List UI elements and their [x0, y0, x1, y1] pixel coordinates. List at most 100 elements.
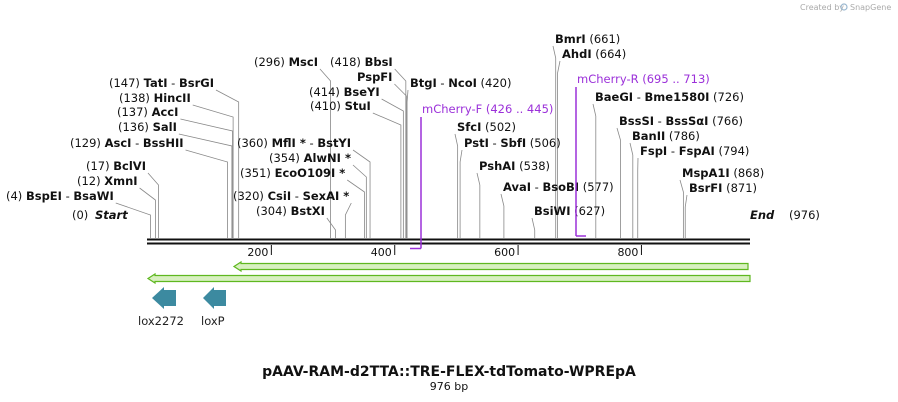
snapgene-logo-icon	[840, 3, 848, 11]
ruler-ticks: 200 400 600 800	[247, 245, 642, 259]
enzyme-cut-line	[178, 133, 233, 238]
enzyme-cut-line	[454, 133, 459, 238]
map-title: pAAV-RAM-d2TTA::TRE-FLEX-tdTomato-WPREpA	[262, 364, 636, 380]
enzyme-label: FspI - FspAI (794)	[640, 144, 749, 158]
enzyme-label-text: (354) AlwNI *	[269, 151, 351, 165]
enzyme-label-text: (320) CsiI - SexAI *	[233, 189, 349, 203]
enzyme-label: (138) HincII	[119, 91, 191, 105]
enzyme-label: BssSI - BssSαI (766)	[619, 114, 743, 128]
enzyme-label: (354) AlwNI *	[269, 151, 351, 165]
enzyme-label-text: (410) StuI	[310, 99, 371, 113]
enzyme-label: (137) AccI	[117, 105, 178, 119]
enzyme-label: (136) SalI	[118, 120, 177, 134]
primer-label: mCherry-F (426 .. 445)	[422, 102, 553, 116]
enzyme-cut-line	[319, 68, 331, 238]
enzyme-label: (410) StuI	[310, 99, 371, 113]
enzyme-label: BsrFI (871)	[689, 181, 757, 195]
enzyme-label-text: BtgI - NcoI (420)	[410, 76, 511, 90]
enzyme-cut-line	[115, 202, 151, 238]
enzyme-label-text: PstI - SbfI (506)	[464, 136, 561, 150]
orf-arrow-long	[146, 272, 751, 285]
enzyme-label-text: (304) BstXI	[256, 204, 325, 218]
enzyme-cut-line	[147, 172, 159, 238]
enzyme-label: PspFI	[357, 70, 392, 84]
enzyme-label: (147) TatI - BsrGI	[109, 76, 214, 90]
enzyme-label-text: (418) BbsI	[330, 55, 393, 69]
enzyme-label: MspA1I (868)	[682, 166, 764, 180]
credit-prefix: Created by	[800, 3, 844, 12]
enzyme-cut-line	[557, 60, 561, 238]
enzyme-cut-line	[394, 68, 407, 238]
enzyme-cut-line	[344, 202, 352, 238]
enzyme-label: PshAI (538)	[479, 159, 550, 173]
enzyme-label: AhdI (664)	[562, 47, 626, 61]
enzyme-label-text: BsrFI (871)	[689, 181, 757, 195]
enzyme-label-text: (351) EcoO109I *	[240, 166, 345, 180]
feature-label-lox2272: lox2272	[138, 314, 184, 328]
start-label: Start	[95, 208, 128, 222]
enzyme-cut-line	[459, 149, 463, 238]
enzyme-cut-line	[326, 217, 336, 238]
enzyme-label-text: MspA1I (868)	[682, 166, 764, 180]
enzyme-label: (360) MflI * - BstYI	[237, 136, 351, 150]
enzyme-label-text: BssSI - BssSαI (766)	[619, 114, 743, 128]
credit-brand: SnapGene	[850, 3, 891, 12]
primer-label: mCherry-R (695 .. 713)	[577, 72, 710, 86]
enzyme-label: (320) CsiI - SexAI *	[233, 189, 349, 203]
enzyme-label-text: (17) BclVI	[86, 159, 146, 173]
enzyme-cut-line	[185, 149, 228, 238]
enzyme-label-text: BanII (786)	[632, 129, 700, 143]
end-label: End	[750, 208, 775, 222]
enzyme-label: BanII (786)	[632, 129, 700, 143]
map-length: 976 bp	[430, 380, 468, 393]
enzyme-cut-line	[684, 194, 688, 238]
lox2272-arrow-icon	[152, 287, 176, 309]
enzyme-label-text: (12) XmnI	[77, 174, 138, 188]
enzyme-label: (296) MscI	[254, 55, 318, 69]
enzyme-cut-line	[372, 112, 402, 238]
enzyme-label: (351) EcoO109I *	[240, 166, 345, 180]
enzyme-label: AvaI - BsoBI (577)	[503, 180, 614, 194]
enzyme-label: PstI - SbfI (506)	[464, 136, 561, 150]
enzyme-cut-line	[192, 104, 234, 238]
start-position: (0)	[72, 208, 88, 222]
enzyme-cut-line	[500, 193, 505, 238]
enzyme-label: BmrI (661)	[555, 32, 620, 46]
enzyme-cut-line	[381, 98, 404, 238]
enzyme-cut-line	[531, 217, 536, 238]
enzyme-label-text: BsiWI (627)	[534, 204, 605, 218]
enzyme-label-text: BaeGI - Bme1580I (726)	[595, 90, 744, 104]
enzyme-label-text: FspI - FspAI (794)	[640, 144, 749, 158]
orf-arrows	[146, 260, 751, 285]
ruler-tick-label: 800	[617, 246, 638, 259]
orf-arrow-short	[232, 260, 749, 273]
enzyme-label-text: (136) SalI	[118, 120, 177, 134]
enzyme-label-text: (147) TatI - BsrGI	[109, 76, 214, 90]
primer-mcherry-f: mCherry-F (426 .. 445)	[410, 102, 553, 250]
enzyme-label: (129) AscI - BssHII	[70, 136, 184, 150]
feature-label-loxp: loxP	[201, 314, 225, 328]
enzyme-cut-line	[352, 164, 367, 238]
primer-mcherry-r: mCherry-R (695 .. 713)	[575, 72, 710, 237]
enzyme-cut-line	[139, 187, 156, 238]
enzyme-label: BtgI - NcoI (420)	[410, 76, 511, 90]
enzyme-cut-lines	[115, 45, 688, 238]
enzyme-label-text: SfcI (502)	[457, 120, 516, 134]
enzyme-label: SfcI (502)	[457, 120, 516, 134]
enzyme-label-text: (360) MflI * - BstYI	[237, 136, 351, 150]
enzyme-label-text: (4) BspEI - BsaWI	[6, 189, 114, 203]
enzyme-label-text: (296) MscI	[254, 55, 318, 69]
feature-lox2272: lox2272	[138, 287, 184, 328]
enzyme-label: (17) BclVI	[86, 159, 146, 173]
enzyme-label-text: PshAI (538)	[479, 159, 550, 173]
enzyme-label-text: AvaI - BsoBI (577)	[503, 180, 614, 194]
loxp-arrow-icon	[203, 287, 226, 309]
enzyme-cut-line	[592, 103, 597, 238]
enzyme-label: (414) BseYI	[309, 85, 380, 99]
enzyme-labels: (4) BspEI - BsaWI(12) XmnI(17) BclVI (129…	[6, 32, 764, 218]
snapgene-credit: Created by SnapGene	[800, 3, 891, 12]
enzyme-cut-line	[180, 118, 233, 238]
feature-loxp: loxP	[201, 287, 226, 328]
primers: mCherry-F (426 .. 445) mCherry-R (695 .. …	[410, 72, 710, 250]
enzyme-cut-line	[629, 142, 634, 238]
